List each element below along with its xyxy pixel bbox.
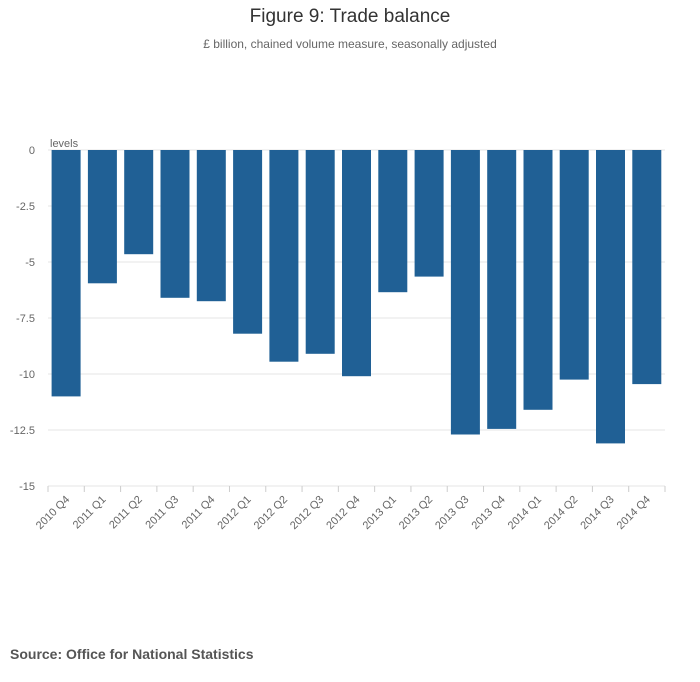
- y-tick-label: -10: [19, 369, 35, 381]
- bar: [378, 150, 408, 293]
- y-axis-unit-label: levels: [50, 138, 79, 150]
- bar: [414, 150, 444, 277]
- y-tick-label: -7.5: [16, 313, 35, 325]
- bar: [632, 150, 662, 385]
- bar: [233, 150, 263, 334]
- x-tick-label: 2012 Q1: [215, 494, 253, 532]
- bars: [51, 150, 662, 444]
- x-tick-label: 2014 Q4: [615, 494, 653, 532]
- bar: [523, 150, 553, 410]
- x-tick-label: 2011 Q1: [71, 494, 109, 532]
- y-tick-label: -12.5: [10, 425, 35, 437]
- bar: [305, 150, 335, 354]
- y-axis-ticks: 0 -2.5 -5 -7.5 -10 -12.5 -15: [10, 145, 35, 493]
- bar: [160, 150, 190, 298]
- x-tick-label: 2013 Q2: [397, 494, 435, 532]
- y-tick-label: -5: [25, 257, 35, 269]
- x-tick-label: 2014 Q1: [506, 494, 544, 532]
- x-tick-label: 2014 Q3: [578, 494, 616, 532]
- x-tick-label: 2012 Q4: [324, 494, 362, 532]
- bar: [596, 150, 625, 444]
- x-tick-label: 2012 Q2: [252, 494, 290, 532]
- chart-subtitle: £ billion, chained volume measure, seaso…: [203, 37, 497, 51]
- x-tick-label: 2010 Q4: [34, 494, 72, 532]
- x-tick-label: 2013 Q1: [361, 494, 399, 532]
- x-tick-label: 2011 Q3: [143, 494, 181, 532]
- x-tick-label: 2011 Q4: [180, 494, 218, 532]
- bar: [196, 150, 226, 302]
- x-tick-label: 2013 Q3: [433, 494, 471, 532]
- x-tick-label: 2013 Q4: [469, 494, 507, 532]
- source-note: Source: Office for National Statistics: [10, 646, 254, 662]
- y-tick-label: -2.5: [16, 201, 35, 213]
- bar: [124, 150, 154, 255]
- bar: [450, 150, 480, 435]
- x-tick-label: 2011 Q2: [107, 494, 145, 532]
- bar: [269, 150, 299, 362]
- x-tick-label: 2014 Q2: [542, 494, 580, 532]
- bar: [487, 150, 517, 429]
- chart-title: Figure 9: Trade balance: [249, 6, 451, 27]
- x-tick-label: 2012 Q3: [288, 494, 326, 532]
- bar: [51, 150, 81, 397]
- y-tick-label: 0: [29, 145, 35, 157]
- bar: [87, 150, 117, 284]
- y-tick-label: -15: [19, 481, 35, 493]
- bar: [342, 150, 371, 377]
- bar: [559, 150, 589, 380]
